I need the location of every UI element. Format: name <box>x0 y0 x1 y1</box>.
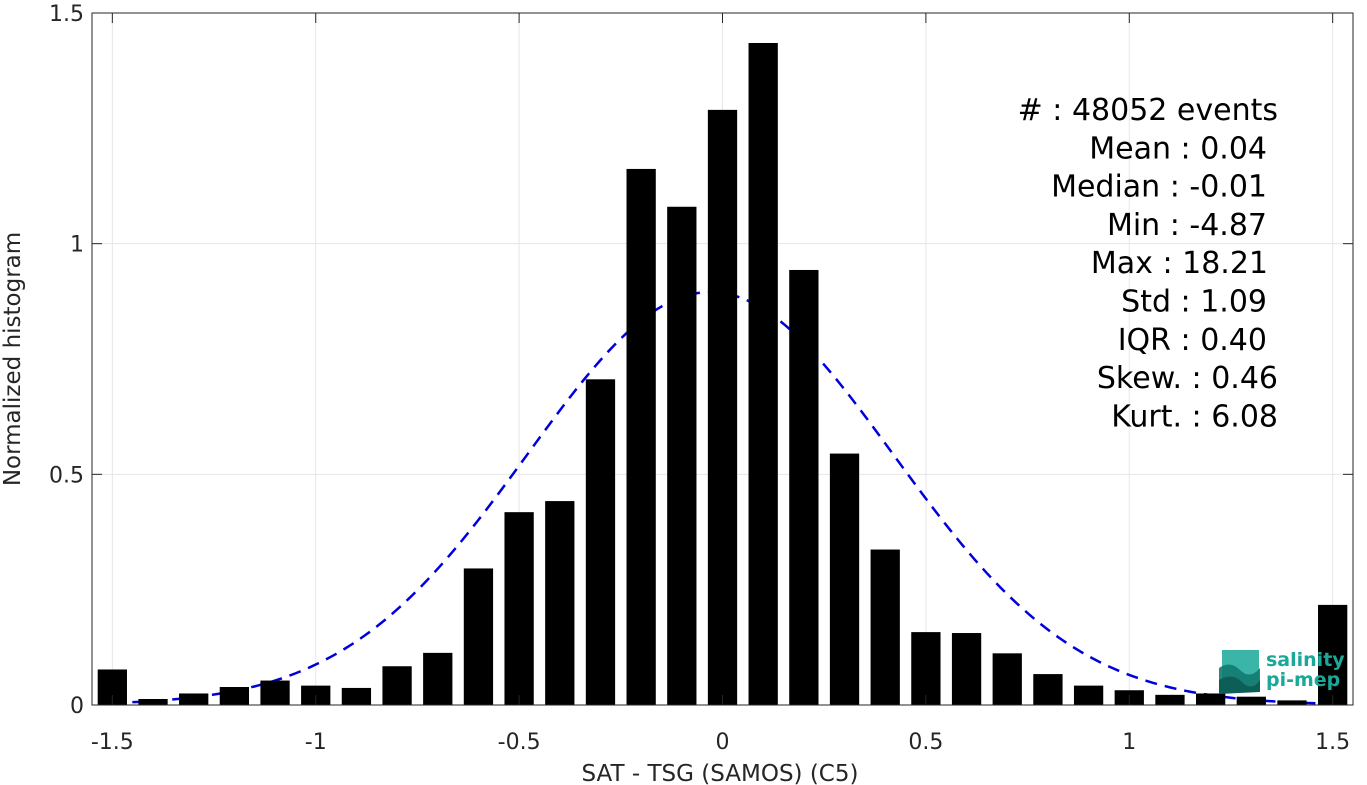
histogram-bar <box>707 109 738 705</box>
x-tick-label: 0 <box>716 730 730 755</box>
histogram-bar <box>463 568 494 705</box>
histogram-bar <box>382 666 412 705</box>
histogram-bar <box>626 168 656 705</box>
logo-waves-icon <box>1219 650 1260 694</box>
x-tick-label: -1.5 <box>91 730 134 755</box>
x-axis-label: SAT - TSG (SAMOS) (C5) <box>582 761 859 785</box>
stats-line: Kurt. : 6.08 <box>1111 399 1278 434</box>
salinity-pimep-logo: salinity pi-mep <box>1219 649 1345 694</box>
stats-line: Mean : 0.04 <box>1089 131 1267 166</box>
histogram-bar <box>911 632 941 705</box>
histogram-bar <box>829 453 860 705</box>
histogram-bar <box>341 687 372 705</box>
axis-ticks: -1.5 -1 -0.5 0 0.5 1 1.5 0 0.5 1 1.5 <box>49 2 1353 755</box>
histogram-bar <box>1277 700 1307 705</box>
x-tick-label: 0.5 <box>908 730 943 755</box>
histogram-bar <box>992 653 1022 705</box>
histogram-bar <box>585 379 616 705</box>
histogram-bar <box>219 687 250 705</box>
y-tick-label: 0 <box>70 694 84 719</box>
y-axis-label: Normalized histogram <box>0 232 26 486</box>
histogram-bar <box>1073 685 1104 705</box>
stats-line: Skew. : 0.46 <box>1097 361 1278 396</box>
histogram-bar <box>138 699 168 705</box>
histogram-bar <box>423 652 453 705</box>
stats-line: IQR : 0.40 <box>1118 323 1267 358</box>
histogram-bar <box>1155 694 1185 705</box>
logo-line1: salinity <box>1266 649 1345 671</box>
histogram-bar <box>748 42 778 705</box>
logo-line2: pi-mep <box>1266 669 1340 691</box>
histogram-bar <box>1318 604 1348 705</box>
stats-line: Median : -0.01 <box>1051 170 1267 205</box>
histogram-bar <box>870 549 900 705</box>
y-tick-label: 1.5 <box>49 2 84 27</box>
y-tick-label: 0.5 <box>49 463 84 488</box>
x-tick-label: -1 <box>305 730 327 755</box>
stats-line: Std : 1.09 <box>1121 285 1267 320</box>
x-tick-label: 1.5 <box>1315 730 1350 755</box>
normal-fit-curve <box>112 290 1333 705</box>
histogram-bars <box>97 42 1348 705</box>
histogram-bar <box>667 206 697 705</box>
stats-line: Min : -4.87 <box>1107 208 1267 243</box>
x-tick-label: 1 <box>1122 730 1136 755</box>
histogram-bar <box>789 269 819 705</box>
stats-line: # : 48052 events <box>1018 93 1278 128</box>
y-tick-label: 1 <box>70 233 84 258</box>
fit-curve-line <box>112 290 1333 705</box>
histogram-bar <box>545 501 575 705</box>
histogram-bar <box>951 633 982 705</box>
histogram-bar <box>1236 696 1266 705</box>
histogram-bar <box>504 512 534 705</box>
histogram-bar <box>179 693 209 705</box>
stats-line: Max : 18.21 <box>1091 246 1268 281</box>
histogram-bar <box>260 680 290 705</box>
histogram-bar <box>1033 674 1063 705</box>
histogram-bar <box>1195 693 1226 705</box>
x-tick-label: -0.5 <box>498 730 541 755</box>
